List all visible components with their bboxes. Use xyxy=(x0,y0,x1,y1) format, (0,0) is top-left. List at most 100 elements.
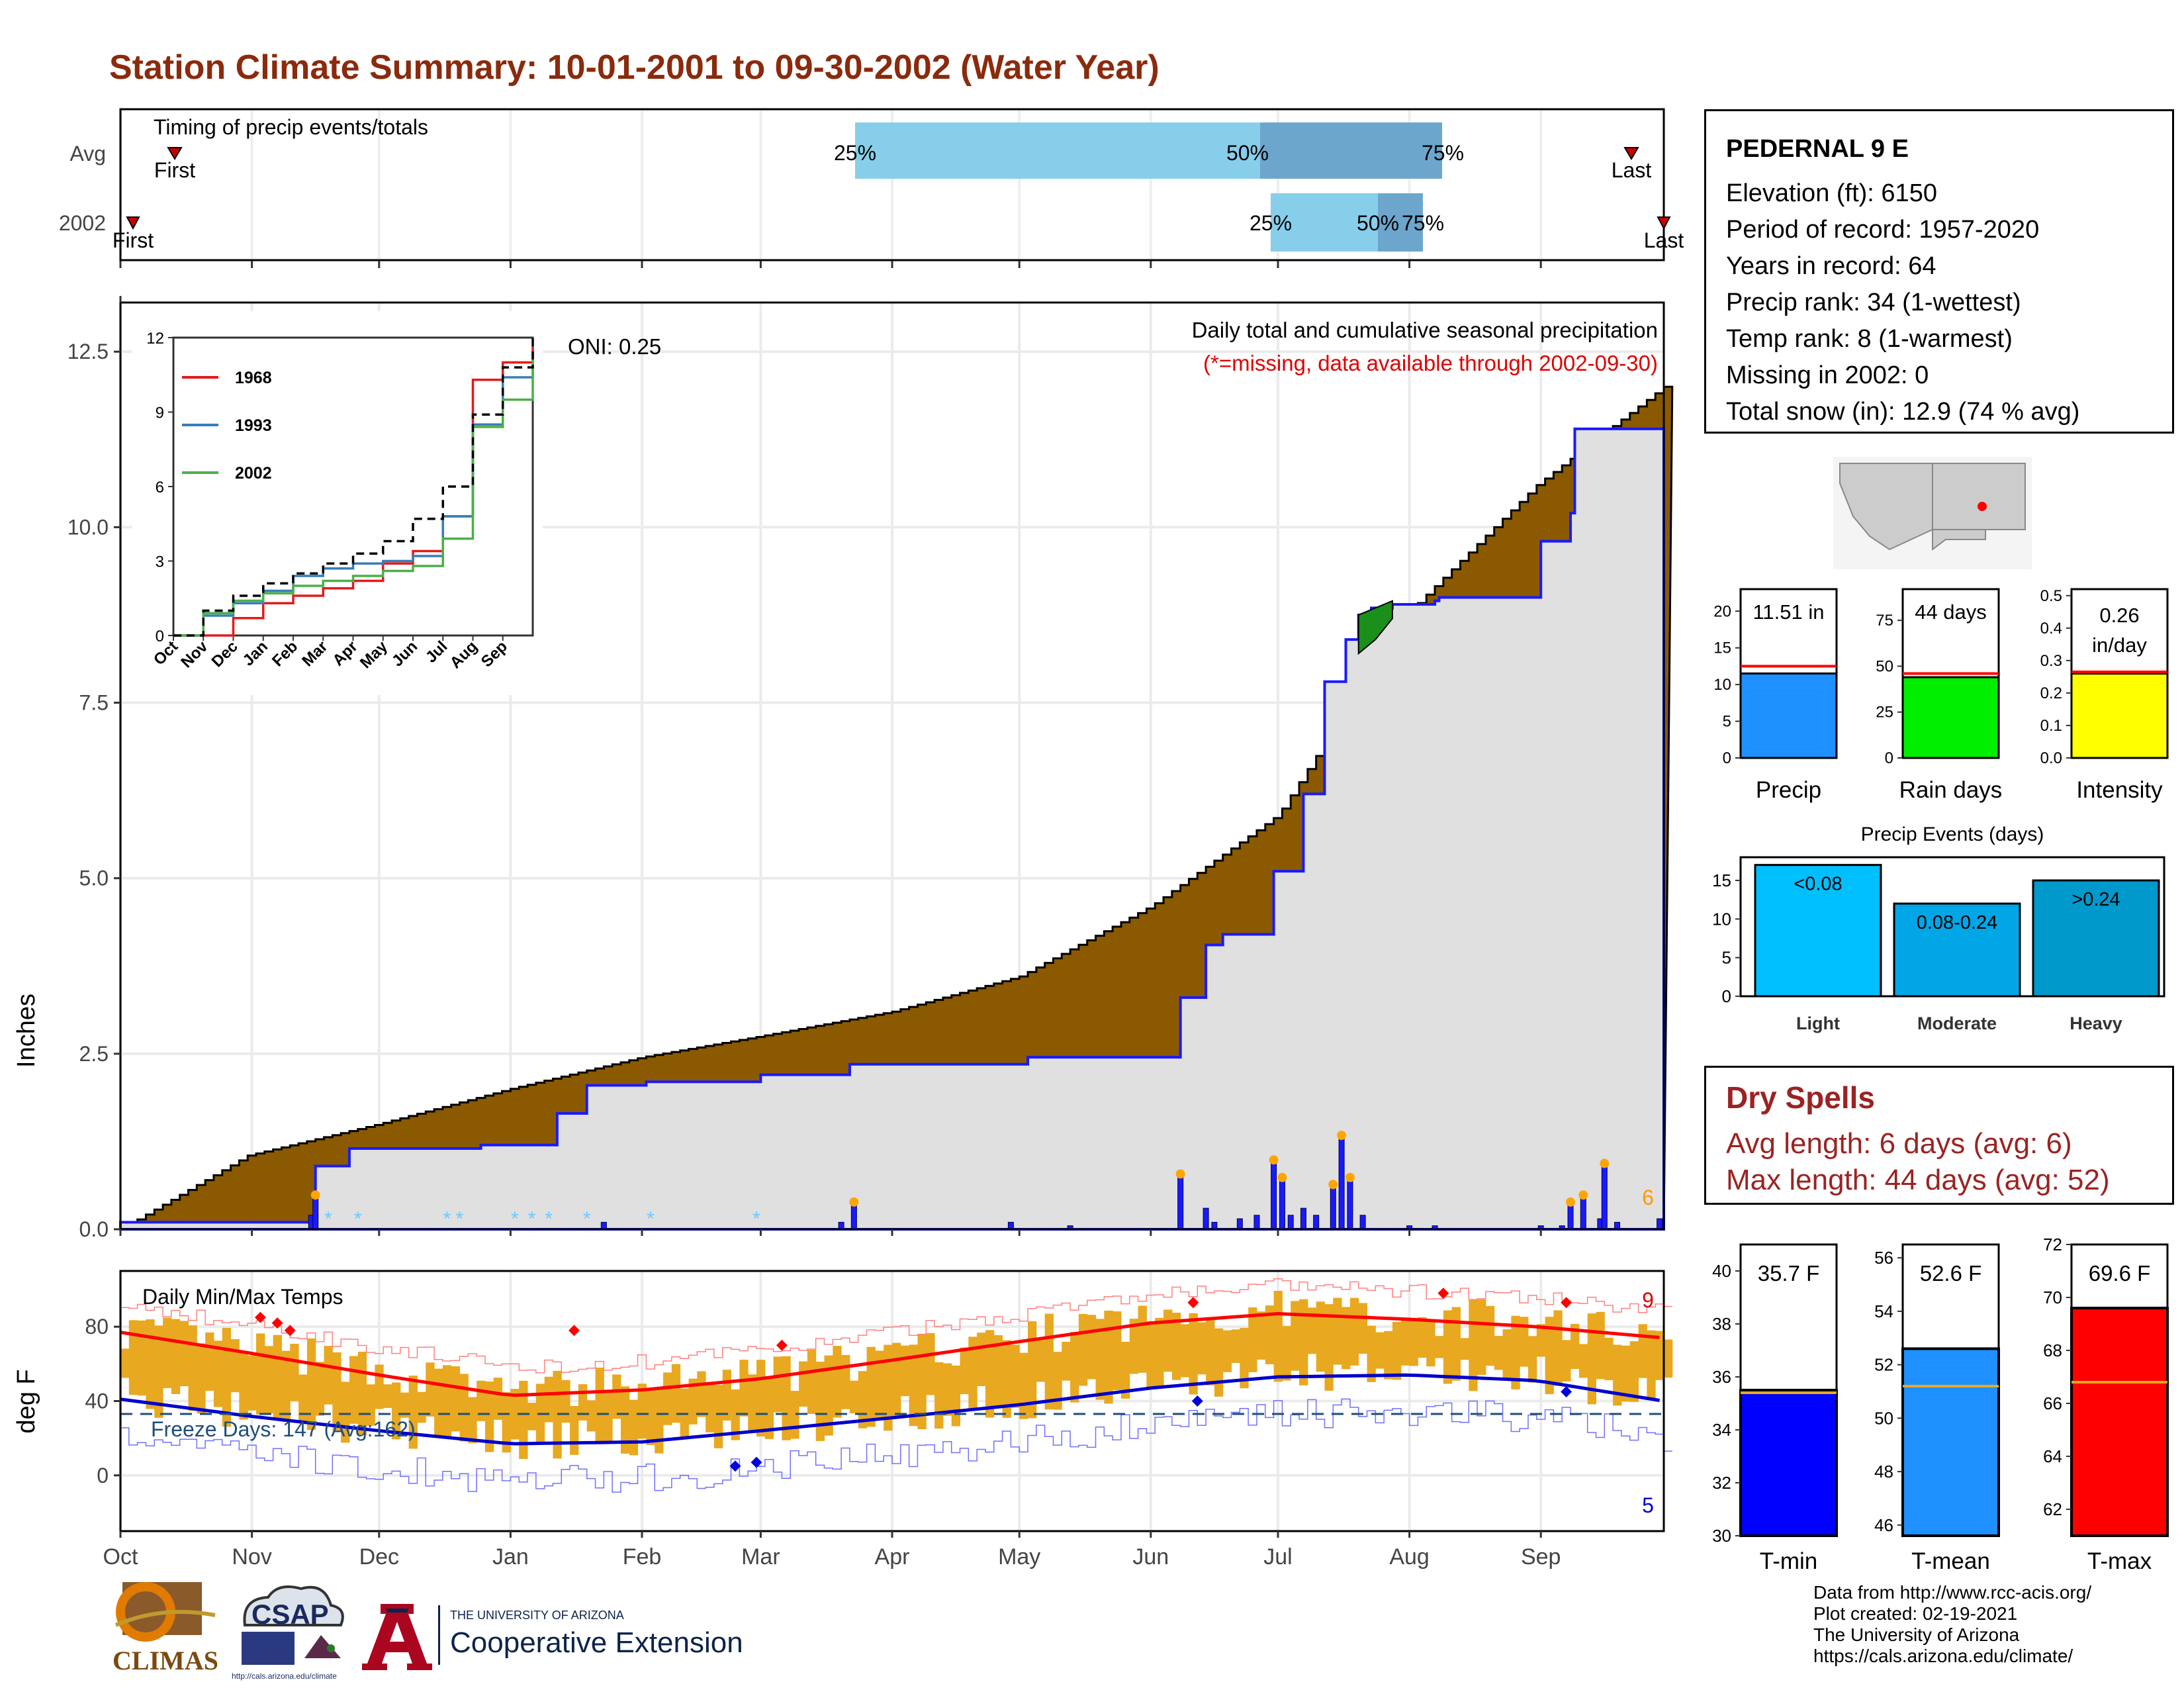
daily-temp-range-bar xyxy=(1197,1322,1206,1375)
daily-temp-range-bar xyxy=(756,1360,766,1437)
daily-temp-range-bar xyxy=(154,1325,163,1418)
daily-temp-range-bar xyxy=(1019,1352,1028,1419)
daily-temp-range-bar xyxy=(408,1376,418,1449)
daily-precip-bar xyxy=(1203,1207,1209,1230)
precip-ytick-label: 5.0 xyxy=(79,867,109,890)
daily-temp-range-bar xyxy=(1036,1338,1046,1382)
snow-marker: * xyxy=(456,1208,464,1230)
temp-bar-ytick-label: 50 xyxy=(1874,1408,1893,1428)
daily-temp-range-bar xyxy=(1138,1305,1147,1373)
daily-temp-range-bar xyxy=(1596,1311,1605,1380)
daily-temp-range-bar xyxy=(1206,1319,1215,1385)
mini-bar-ytick-label: 0.5 xyxy=(2040,587,2062,605)
mini-bar-ytick-label: 0.0 xyxy=(2040,749,2062,767)
month-label: Jun xyxy=(1132,1544,1169,1570)
daily-temp-range-bar xyxy=(807,1350,817,1414)
daily-temp-range-bar xyxy=(604,1391,613,1442)
temp-bar-ytick-label: 48 xyxy=(1874,1462,1893,1481)
daily-temp-range-bar xyxy=(1307,1307,1317,1354)
temp-bar-charts: 30 32 34 36 38 40 35.7 F T-min 46 48 50 52 54 56 52.6 … xyxy=(1712,1235,2169,1574)
daily-temp-range-bar xyxy=(688,1378,698,1425)
mini-bar-precip: 0 5 10 15 20 11.51 in Precip xyxy=(1713,588,1838,803)
daily-temp-range-bar xyxy=(1375,1332,1385,1369)
footer-created: Plot created: 02-19-2021 xyxy=(1813,1603,2018,1624)
daily-temp-range-bar xyxy=(1426,1320,1435,1367)
dry-spells-avg: Avg length: 6 days (avg: 6) xyxy=(1726,1127,2072,1160)
daily-temp-range-bar xyxy=(1120,1342,1130,1399)
precip-event-bar-label: >0.24 xyxy=(2071,889,2120,910)
daily-temp-range-bar xyxy=(298,1374,308,1422)
daily-temp-range-bar xyxy=(968,1336,978,1411)
mini-bar-ytick-label: 25 xyxy=(1876,704,1893,722)
csap-logo[interactable] xyxy=(232,1579,351,1678)
daily-temp-range-bar xyxy=(1189,1313,1198,1395)
daily-temp-range-bar xyxy=(1273,1291,1283,1382)
daily-temp-range-bar xyxy=(1222,1330,1232,1372)
daily-temp-range-bar xyxy=(892,1342,901,1417)
oni-label: ONI: 0.25 xyxy=(568,334,661,359)
climas-logo[interactable] xyxy=(109,1579,222,1678)
daily-temp-range-bar xyxy=(764,1378,774,1439)
daily-temp-range-bar xyxy=(985,1330,995,1418)
temp-bar-ytick-label: 36 xyxy=(1712,1367,1731,1387)
daily-temp-range-bar xyxy=(1358,1303,1368,1354)
daily-temp-range-bar xyxy=(620,1386,630,1454)
precip-event-category: Heavy xyxy=(2070,1013,2122,1033)
y2002-25-50-bar xyxy=(1271,193,1378,252)
daily-temp-range-bar xyxy=(256,1333,265,1415)
record-high-marker xyxy=(776,1339,788,1351)
inset-line-1968 xyxy=(173,348,534,637)
tmax-count-label: 9 xyxy=(1642,1288,1654,1312)
daily-temp-range-bar xyxy=(1520,1317,1529,1367)
daily-precip-marker xyxy=(1600,1158,1610,1168)
locator-map xyxy=(1833,457,2032,569)
daily-precip-marker xyxy=(1277,1172,1287,1182)
daily-precip-marker xyxy=(310,1190,320,1200)
snow-marker: * xyxy=(354,1208,362,1230)
y2002-50-75-bar xyxy=(1378,193,1423,252)
daily-temp-range-bar xyxy=(306,1338,316,1430)
daily-temp-range-bar xyxy=(993,1335,1003,1407)
precip-panel: * * * * * * * * * * 0.02.55.07.510.012.5 Inches D… xyxy=(13,296,1674,1241)
temp-bar-label: T-max xyxy=(2087,1548,2152,1574)
daily-temp-range-bar xyxy=(697,1371,706,1417)
temp-bar-ytick-label: 40 xyxy=(1712,1261,1731,1281)
daily-temp-range-bar xyxy=(637,1383,647,1439)
daily-temp-range-bar xyxy=(612,1374,621,1419)
avg-last-marker xyxy=(1623,147,1639,160)
temp-bar-ytick-label: 32 xyxy=(1712,1473,1731,1493)
csap-text: CSAP xyxy=(251,1599,329,1630)
temp-bar-ytick-label: 56 xyxy=(1874,1248,1893,1268)
daily-temp-range-bar xyxy=(1129,1319,1139,1374)
daily-temp-range-bar xyxy=(1647,1330,1656,1399)
daily-temp-range-bar xyxy=(934,1362,944,1429)
avg-p50-label: 50% xyxy=(1226,141,1269,165)
record-low-line xyxy=(120,1398,1672,1493)
daily-temp-range-bar xyxy=(171,1319,181,1394)
mini-bar-value-label: 11.51 in xyxy=(1752,600,1824,624)
daily-temp-range-bar xyxy=(1256,1311,1266,1360)
ua-logo[interactable] xyxy=(361,1601,433,1673)
inset-legend-label: 1968 xyxy=(235,369,272,387)
month-label: Mar xyxy=(741,1544,780,1570)
daily-precip-bar xyxy=(1007,1221,1014,1230)
daily-temp-range-bar xyxy=(1342,1307,1351,1370)
daily-precip-bar xyxy=(838,1221,844,1230)
temp-ytick-label: 80 xyxy=(85,1315,109,1338)
daily-precip-bar xyxy=(1300,1207,1306,1230)
climas-text: CLIMAS xyxy=(113,1646,219,1675)
inset-legend-label: 2002 xyxy=(235,464,272,483)
daily-temp-range-bar xyxy=(815,1362,825,1441)
daily-temp-range-bar xyxy=(875,1350,884,1419)
daily-precip-bar xyxy=(600,1221,607,1230)
inset-ytick-label: 0 xyxy=(156,628,164,645)
daily-temp-range-bar xyxy=(1587,1313,1596,1405)
avg-last-label: Last xyxy=(1612,158,1652,182)
tmax-avg-line xyxy=(120,1312,1660,1397)
temp-bar-ytick-label: 68 xyxy=(2043,1340,2062,1360)
precip-ytick-label: 2.5 xyxy=(79,1042,109,1066)
temp-bar-ytick-label: 72 xyxy=(2043,1235,2062,1254)
daily-temp-range-bar xyxy=(951,1365,961,1427)
daily-temp-range-bar xyxy=(1443,1310,1453,1384)
daily-precip-bar xyxy=(1287,1215,1294,1230)
